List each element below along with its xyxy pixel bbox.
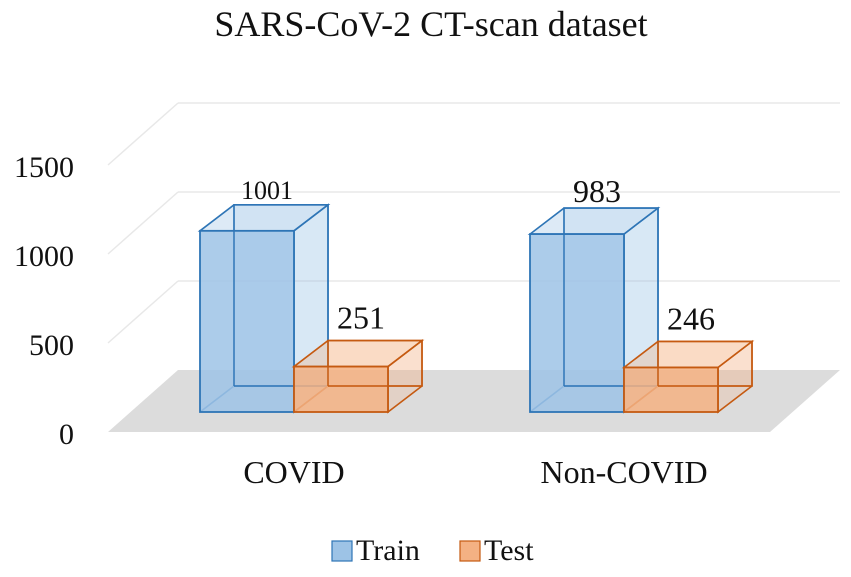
- bar-test: [291, 338, 425, 414]
- bar-train: [527, 206, 661, 414]
- x-tick-label: COVID: [243, 454, 344, 490]
- y-tick-label: 1000: [14, 240, 74, 273]
- data-label: 251: [337, 300, 385, 336]
- legend: Train Test: [331, 534, 534, 567]
- chart-title: SARS-CoV-2 CT-scan dataset: [214, 4, 647, 44]
- legend-swatch: [331, 540, 353, 562]
- legend-item: Train: [331, 534, 420, 567]
- bar-front-face: [199, 229, 295, 413]
- y-axis-ticks: 0 500 1000 1500: [14, 151, 74, 451]
- data-label: 1001: [241, 176, 293, 205]
- bar-front-face: [293, 365, 389, 413]
- gridline-side: [107, 191, 179, 255]
- y-tick-label: 0: [59, 418, 74, 451]
- bar-test: [621, 339, 755, 414]
- legend-item: Test: [459, 534, 534, 567]
- bars: 1001 251 983 246: [197, 173, 755, 414]
- bar-front-face: [623, 366, 719, 413]
- data-label: 983: [573, 173, 621, 209]
- x-tick-label: Non-COVID: [540, 454, 707, 490]
- data-label: 246: [667, 300, 715, 336]
- y-tick-label: 500: [29, 329, 74, 362]
- bar-train: [197, 203, 331, 414]
- gridline-side: [107, 102, 179, 166]
- x-axis-labels: COVID Non-COVID: [243, 454, 707, 490]
- bar-front-face: [529, 233, 625, 413]
- legend-swatch: [459, 540, 481, 562]
- legend-label: Train: [356, 534, 420, 567]
- y-tick-label: 1500: [14, 151, 74, 184]
- legend-label: Test: [484, 534, 534, 567]
- gridline-side: [107, 280, 179, 344]
